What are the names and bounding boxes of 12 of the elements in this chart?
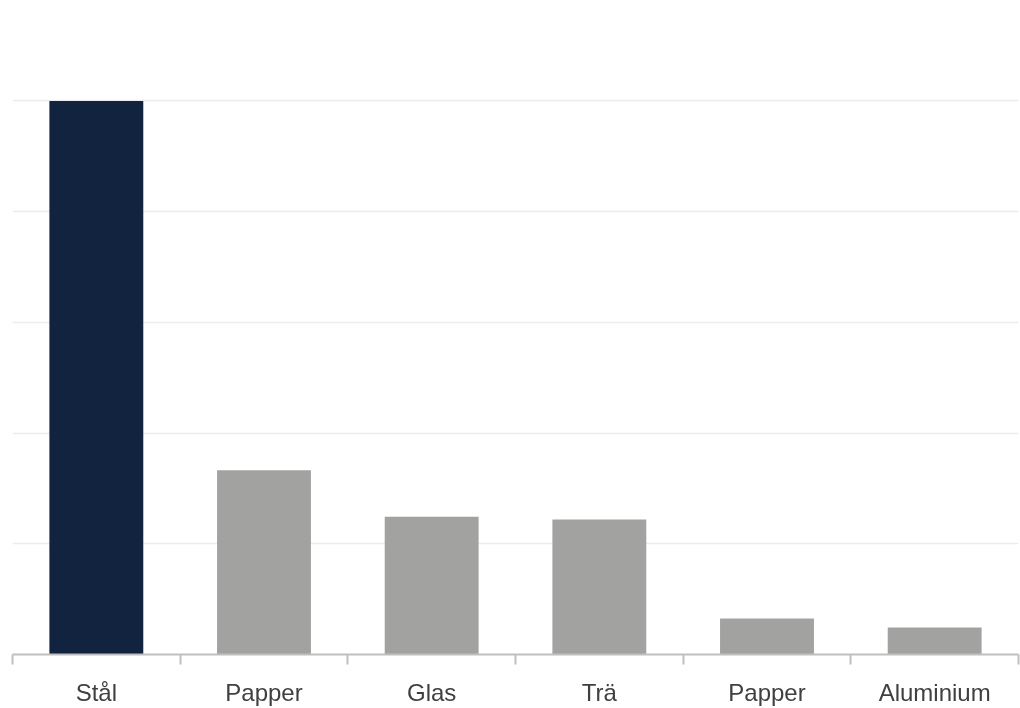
x-tick-label: Trä [581, 678, 618, 706]
x-tick-label: Papper [728, 678, 806, 706]
x-tick-label: Papper [225, 678, 303, 706]
bar [720, 618, 814, 655]
x-tick-label: Aluminium [878, 678, 991, 706]
bar [49, 100, 144, 655]
bar [384, 516, 479, 655]
bar [217, 470, 311, 655]
bar [887, 627, 982, 655]
x-tick-label: Glas [406, 678, 457, 706]
bar [552, 519, 647, 655]
x-tick-label: Stål [75, 678, 118, 706]
